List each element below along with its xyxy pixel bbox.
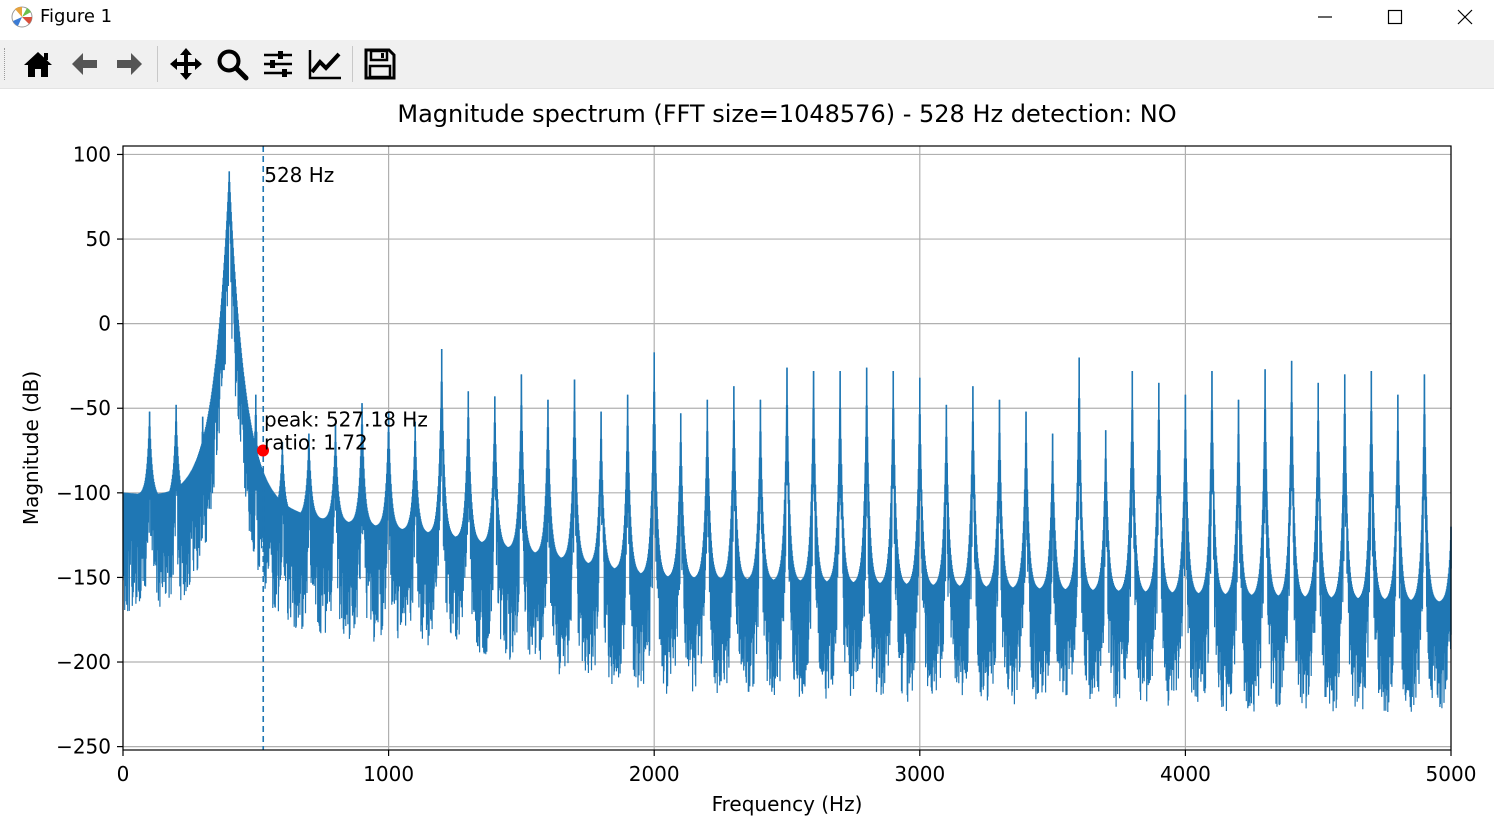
axes-frame	[122, 145, 1452, 751]
toolbar-separator	[157, 46, 158, 82]
x-axis-label: Frequency (Hz)	[712, 792, 863, 816]
matplotlib-logo-icon	[11, 6, 33, 28]
x-tick-label: 4000	[1160, 762, 1211, 786]
move-icon	[170, 48, 202, 80]
back-button[interactable]	[64, 46, 104, 82]
y-tick-label: −50	[69, 396, 111, 420]
pan-button[interactable]	[166, 46, 206, 82]
x-axis-ticks: 0 1000 2000 3000 4000 5000	[117, 750, 1477, 786]
y-tick-label: 50	[86, 227, 111, 251]
y-tick-label: −100	[56, 481, 111, 505]
maximize-button[interactable]	[1360, 0, 1430, 34]
home-button[interactable]	[18, 46, 58, 82]
close-button[interactable]	[1430, 0, 1494, 34]
y-tick-label: −250	[56, 735, 111, 759]
line-chart-icon	[308, 50, 341, 80]
minimize-button[interactable]	[1290, 0, 1360, 34]
magnifier-icon	[217, 49, 249, 81]
chart-title: Magnitude spectrum (FFT size=1048576) - …	[397, 100, 1176, 128]
zoom-button[interactable]	[212, 46, 252, 82]
figure-canvas[interactable]: 528 Hz peak: 527.18 Hz ratio: 1.72 0 1000…	[0, 89, 1494, 840]
y-tick-label: −200	[56, 650, 111, 674]
y-tick-label: 0	[98, 312, 111, 336]
navigation-toolbar	[0, 40, 1494, 89]
528hz-marker-label: 528 Hz	[264, 163, 334, 187]
arrow-left-icon	[72, 53, 97, 75]
y-axis-ticks: 100 50 0 −50 −100 −150 −200 −250	[56, 142, 123, 759]
sliders-icon	[264, 51, 292, 77]
close-icon	[1457, 9, 1473, 25]
spectrum-chart[interactable]: 528 Hz peak: 527.18 Hz ratio: 1.72 0 1000…	[0, 89, 1494, 840]
x-tick-label: 3000	[894, 762, 945, 786]
forward-button[interactable]	[110, 46, 150, 82]
window-title: Figure 1	[40, 6, 113, 27]
detected-peak-marker	[257, 444, 270, 457]
toolbar-separator	[352, 46, 353, 82]
y-tick-label: −150	[56, 565, 111, 589]
peak-ratio-label: ratio: 1.72	[264, 431, 368, 455]
maximize-icon	[1387, 9, 1403, 25]
home-icon	[24, 52, 52, 77]
minimize-icon	[1318, 16, 1332, 18]
title-bar[interactable]: Figure 1	[0, 0, 1494, 36]
edit-axes-button[interactable]	[305, 46, 345, 82]
toolbar-grip[interactable]	[4, 48, 8, 80]
save-button[interactable]	[360, 46, 400, 82]
floppy-disk-icon	[364, 48, 396, 80]
harmonic-peaks	[148, 171, 1452, 569]
arrow-right-icon	[117, 53, 142, 75]
x-tick-label: 2000	[629, 762, 680, 786]
y-axis-label: Magnitude (dB)	[19, 371, 43, 525]
x-tick-label: 5000	[1426, 762, 1477, 786]
x-tick-label: 1000	[363, 762, 414, 786]
peak-frequency-label: peak: 527.18 Hz	[264, 408, 428, 432]
y-tick-label: 100	[73, 142, 111, 166]
x-tick-label: 0	[117, 762, 130, 786]
subplots-button[interactable]	[258, 46, 298, 82]
